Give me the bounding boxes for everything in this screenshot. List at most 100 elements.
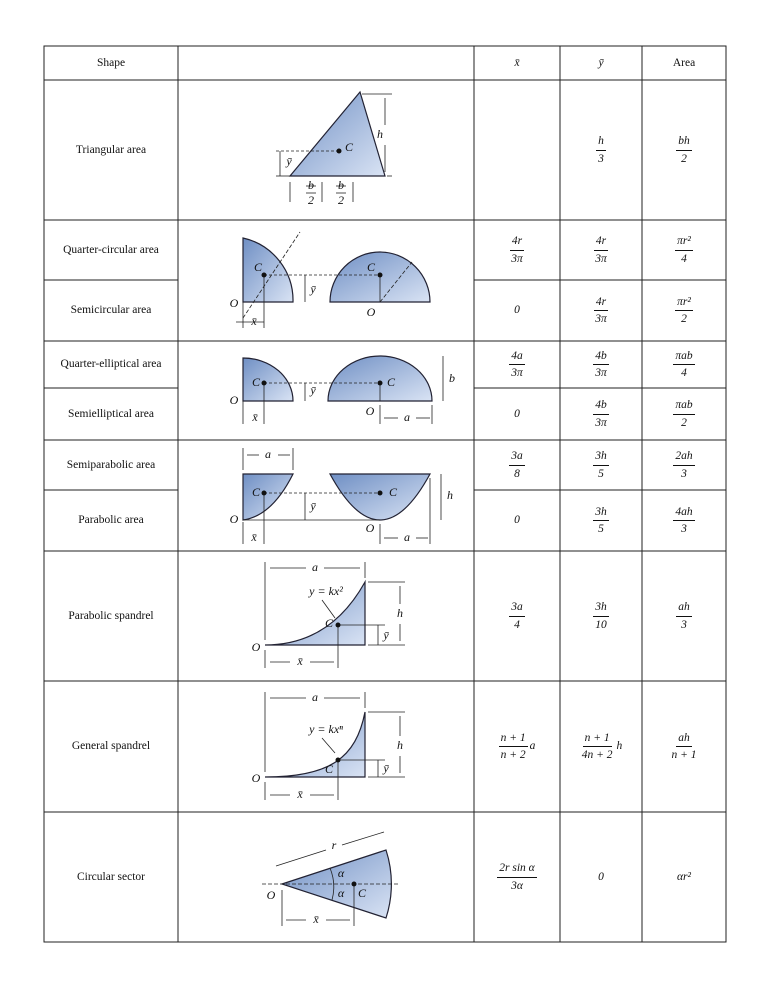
figure-label: C <box>252 485 261 499</box>
suffix: h <box>616 740 623 753</box>
label: General spandrel <box>71 740 151 753</box>
label: Parabolic spandrel <box>68 609 154 622</box>
figure-label: x̄ <box>312 912 319 926</box>
figure-label: ȳ <box>309 282 316 296</box>
figure-label: C <box>325 762 334 776</box>
fraction: n + 1 n + 2 <box>498 731 528 763</box>
label: Circular sector <box>76 870 145 883</box>
label: Semicircular area <box>70 304 152 317</box>
numerator: 3a <box>509 600 525 617</box>
formula-cell: 0 <box>474 388 560 440</box>
figure-label: O <box>230 296 239 310</box>
numerator: πr² <box>675 295 693 311</box>
suffix: a <box>529 740 536 753</box>
shape-name: Semielliptical area <box>44 388 178 440</box>
figure-label: O <box>230 393 239 407</box>
formula-cell: 2ah 3 <box>642 440 726 490</box>
numerator: ah <box>676 600 692 617</box>
label: Parabolic area <box>78 514 144 527</box>
figure-label: h <box>447 488 453 502</box>
formula-cell: 3a 8 <box>474 440 560 490</box>
fraction: πab 4 <box>673 349 695 381</box>
numerator: 3h <box>593 449 609 466</box>
fraction: bh 2 <box>676 134 692 166</box>
figure-label: C <box>387 375 396 389</box>
shape-name: General spandrel <box>44 681 178 812</box>
fraction: 3h 10 <box>593 600 609 632</box>
figure-label: h <box>397 606 403 620</box>
shape-name: Parabolic spandrel <box>44 551 178 681</box>
numerator: 3h <box>593 505 609 521</box>
fraction: 4r 3π <box>593 295 609 327</box>
numerator: n + 1 <box>498 731 528 747</box>
denominator: 4 <box>681 252 687 265</box>
formula-cell: ah 3 <box>642 551 726 681</box>
fraction: 4b 3π <box>593 398 609 430</box>
numerator: n + 1 <box>582 731 612 747</box>
denominator: 3 <box>598 152 604 165</box>
formula-cell: 0 <box>474 490 560 551</box>
denominator: 8 <box>514 467 520 480</box>
fraction: 3h 5 <box>593 505 609 537</box>
numerator: bh <box>676 134 692 151</box>
fraction: ah 3 <box>676 600 692 632</box>
figure-label: a <box>404 530 410 544</box>
figure-label: y = kxⁿ <box>308 722 343 736</box>
numerator: 4r <box>509 234 525 251</box>
denominator: 4n + 2 <box>581 749 613 761</box>
numerator: 4r <box>593 295 609 311</box>
formula-cell: 3h 5 <box>560 490 642 551</box>
fraction: 3a 8 <box>509 449 525 481</box>
value: 0 <box>514 407 520 420</box>
figure-label: x̄ <box>251 410 258 424</box>
fraction: 2ah 3 <box>673 449 695 481</box>
figure-label: O <box>252 771 261 785</box>
denominator: 3π <box>595 313 607 325</box>
figure-label: ȳ <box>285 154 292 168</box>
figure-label: α <box>338 866 345 880</box>
header-cell: ȳ <box>598 56 604 69</box>
denominator: 3π <box>511 367 523 379</box>
figure-label: a <box>404 410 410 424</box>
denominator: 3α <box>511 879 523 892</box>
formula-cell: bh 2 <box>642 80 726 220</box>
figure-label: a <box>312 690 318 704</box>
value: 0 <box>514 304 520 317</box>
shape-name: Circular sector <box>44 812 178 942</box>
numerator: πr² <box>675 234 693 251</box>
figure-label: x̄ <box>250 314 257 328</box>
header-cell: Shape <box>96 56 126 69</box>
figure-label: C <box>389 485 398 499</box>
figure-label: O <box>252 640 261 654</box>
table-grid <box>43 45 727 943</box>
formula-cell: πr² 4 <box>642 220 726 280</box>
numerator: 4ah <box>673 505 695 521</box>
ellipse-figure: C C O O ȳ x̄ b a <box>230 355 455 424</box>
formula-cell: 4r 3π <box>560 280 642 341</box>
denominator: 5 <box>598 467 604 480</box>
denominator: 4 <box>681 367 687 379</box>
figure-label: O <box>366 521 375 535</box>
formula-cell: 4r 3π <box>474 220 560 280</box>
formula-cell: 3h 5 <box>560 440 642 490</box>
value: αr² <box>677 870 691 883</box>
formula-cell: πab 4 <box>642 341 726 388</box>
formula-cell: πab 2 <box>642 388 726 440</box>
figure-label: x̄ <box>296 787 303 801</box>
shape-name: Parabolic area <box>44 490 178 551</box>
fraction: πr² 4 <box>675 234 693 266</box>
fraction: 4r 3π <box>509 234 525 266</box>
denominator: 10 <box>595 618 607 631</box>
numerator: 2r sin α <box>497 861 537 878</box>
triangle-figure: h C ȳ b 2 b 2 <box>276 90 392 207</box>
denominator: n + 2 <box>500 749 526 761</box>
shape-name: Quarter-elliptical area <box>44 341 178 388</box>
denominator: 2 <box>681 313 687 325</box>
denominator: 2 <box>681 152 687 165</box>
figure-label: b <box>449 371 455 385</box>
